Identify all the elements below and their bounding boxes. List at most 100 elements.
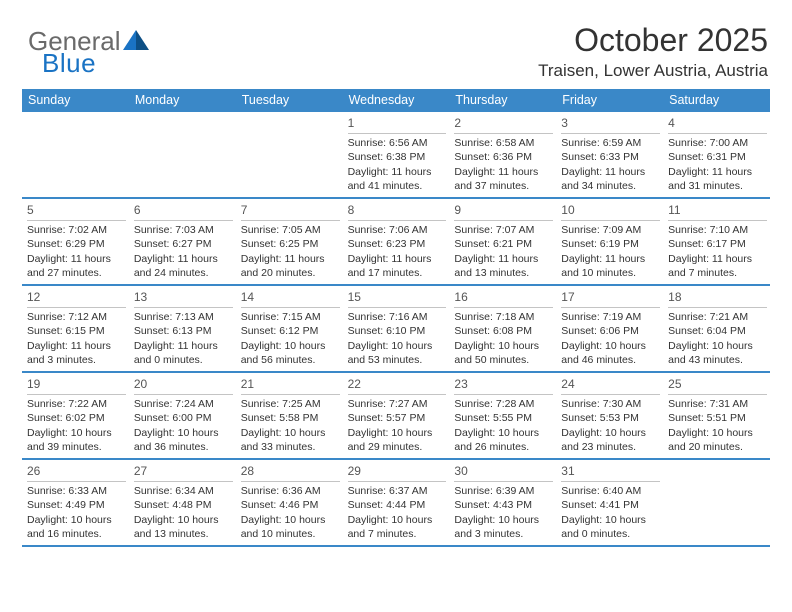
daylight-line-2: and 10 minutes.	[241, 527, 340, 541]
weekday-label: Monday	[129, 89, 236, 112]
sunset-line: Sunset: 6:33 PM	[561, 150, 660, 164]
day-separator	[134, 220, 233, 221]
sunrise-line: Sunrise: 7:05 AM	[241, 223, 340, 237]
daylight-line-1: Daylight: 10 hours	[561, 426, 660, 440]
sunset-line: Sunset: 5:51 PM	[668, 411, 767, 425]
sunrise-line: Sunrise: 7:12 AM	[27, 310, 126, 324]
sunset-line: Sunset: 5:53 PM	[561, 411, 660, 425]
daylight-line-2: and 13 minutes.	[454, 266, 553, 280]
daylight-line-1: Daylight: 10 hours	[454, 513, 553, 527]
sunset-line: Sunset: 6:10 PM	[348, 324, 447, 338]
daylight-line-2: and 3 minutes.	[454, 527, 553, 541]
daylight-line-1: Daylight: 11 hours	[27, 339, 126, 353]
day-cell: 4Sunrise: 7:00 AMSunset: 6:31 PMDaylight…	[663, 112, 770, 197]
week-row: 12Sunrise: 7:12 AMSunset: 6:15 PMDayligh…	[22, 286, 770, 373]
sunrise-line: Sunrise: 7:25 AM	[241, 397, 340, 411]
daylight-line-1: Daylight: 10 hours	[241, 426, 340, 440]
day-cell: 6Sunrise: 7:03 AMSunset: 6:27 PMDaylight…	[129, 199, 236, 284]
sunrise-line: Sunrise: 6:56 AM	[348, 136, 447, 150]
daylight-line-2: and 39 minutes.	[27, 440, 126, 454]
sunset-line: Sunset: 6:27 PM	[134, 237, 233, 251]
day-separator	[561, 481, 660, 482]
day-number: 13	[134, 289, 233, 305]
weekday-header: SundayMondayTuesdayWednesdayThursdayFrid…	[22, 89, 770, 112]
daylight-line-2: and 7 minutes.	[348, 527, 447, 541]
sunrise-line: Sunrise: 7:28 AM	[454, 397, 553, 411]
day-number: 9	[454, 202, 553, 218]
sunrise-line: Sunrise: 7:03 AM	[134, 223, 233, 237]
day-cell	[129, 112, 236, 197]
day-number: 26	[27, 463, 126, 479]
day-separator	[454, 220, 553, 221]
day-number: 11	[668, 202, 767, 218]
day-number: 28	[241, 463, 340, 479]
daylight-line-1: Daylight: 11 hours	[27, 252, 126, 266]
sunrise-line: Sunrise: 6:40 AM	[561, 484, 660, 498]
day-number: 31	[561, 463, 660, 479]
daylight-line-2: and 7 minutes.	[668, 266, 767, 280]
day-number: 1	[348, 115, 447, 131]
sunset-line: Sunset: 4:41 PM	[561, 498, 660, 512]
week-row: 1Sunrise: 6:56 AMSunset: 6:38 PMDaylight…	[22, 112, 770, 199]
day-number: 2	[454, 115, 553, 131]
day-separator	[668, 307, 767, 308]
daylight-line-1: Daylight: 11 hours	[668, 252, 767, 266]
daylight-line-1: Daylight: 11 hours	[348, 252, 447, 266]
weekday-label: Saturday	[663, 89, 770, 112]
daylight-line-2: and 17 minutes.	[348, 266, 447, 280]
sunset-line: Sunset: 6:00 PM	[134, 411, 233, 425]
day-cell: 14Sunrise: 7:15 AMSunset: 6:12 PMDayligh…	[236, 286, 343, 371]
sunset-line: Sunset: 6:38 PM	[348, 150, 447, 164]
day-separator	[348, 220, 447, 221]
day-number: 17	[561, 289, 660, 305]
sunset-line: Sunset: 6:08 PM	[454, 324, 553, 338]
daylight-line-2: and 34 minutes.	[561, 179, 660, 193]
day-cell: 9Sunrise: 7:07 AMSunset: 6:21 PMDaylight…	[449, 199, 556, 284]
day-separator	[668, 220, 767, 221]
sunset-line: Sunset: 4:48 PM	[134, 498, 233, 512]
day-cell: 11Sunrise: 7:10 AMSunset: 6:17 PMDayligh…	[663, 199, 770, 284]
day-number: 29	[348, 463, 447, 479]
day-number: 8	[348, 202, 447, 218]
day-cell: 15Sunrise: 7:16 AMSunset: 6:10 PMDayligh…	[343, 286, 450, 371]
day-separator	[134, 481, 233, 482]
sunrise-line: Sunrise: 7:18 AM	[454, 310, 553, 324]
triangle-icon	[123, 30, 149, 52]
day-cell: 26Sunrise: 6:33 AMSunset: 4:49 PMDayligh…	[22, 460, 129, 545]
day-separator	[134, 394, 233, 395]
daylight-line-1: Daylight: 10 hours	[27, 513, 126, 527]
day-cell: 8Sunrise: 7:06 AMSunset: 6:23 PMDaylight…	[343, 199, 450, 284]
day-separator	[348, 481, 447, 482]
daylight-line-2: and 26 minutes.	[454, 440, 553, 454]
day-number: 23	[454, 376, 553, 392]
day-separator	[454, 307, 553, 308]
daylight-line-1: Daylight: 10 hours	[134, 426, 233, 440]
day-cell: 24Sunrise: 7:30 AMSunset: 5:53 PMDayligh…	[556, 373, 663, 458]
daylight-line-1: Daylight: 11 hours	[241, 252, 340, 266]
sunrise-line: Sunrise: 6:37 AM	[348, 484, 447, 498]
daylight-line-2: and 50 minutes.	[454, 353, 553, 367]
daylight-line-1: Daylight: 10 hours	[561, 339, 660, 353]
daylight-line-2: and 20 minutes.	[668, 440, 767, 454]
day-number: 22	[348, 376, 447, 392]
day-separator	[561, 220, 660, 221]
sunset-line: Sunset: 6:36 PM	[454, 150, 553, 164]
daylight-line-1: Daylight: 11 hours	[454, 252, 553, 266]
day-cell: 18Sunrise: 7:21 AMSunset: 6:04 PMDayligh…	[663, 286, 770, 371]
brand-logo: General Blue	[18, 22, 149, 76]
sunset-line: Sunset: 6:23 PM	[348, 237, 447, 251]
day-number: 16	[454, 289, 553, 305]
day-separator	[27, 394, 126, 395]
daylight-line-1: Daylight: 10 hours	[668, 339, 767, 353]
day-separator	[454, 133, 553, 134]
day-separator	[348, 133, 447, 134]
day-cell: 20Sunrise: 7:24 AMSunset: 6:00 PMDayligh…	[129, 373, 236, 458]
sunrise-line: Sunrise: 7:30 AM	[561, 397, 660, 411]
title-block: October 2025 Traisen, Lower Austria, Aus…	[538, 22, 774, 85]
sunrise-line: Sunrise: 6:58 AM	[454, 136, 553, 150]
sunrise-line: Sunrise: 7:07 AM	[454, 223, 553, 237]
sunrise-line: Sunrise: 6:34 AM	[134, 484, 233, 498]
sunset-line: Sunset: 5:58 PM	[241, 411, 340, 425]
day-cell: 19Sunrise: 7:22 AMSunset: 6:02 PMDayligh…	[22, 373, 129, 458]
sunrise-line: Sunrise: 7:13 AM	[134, 310, 233, 324]
